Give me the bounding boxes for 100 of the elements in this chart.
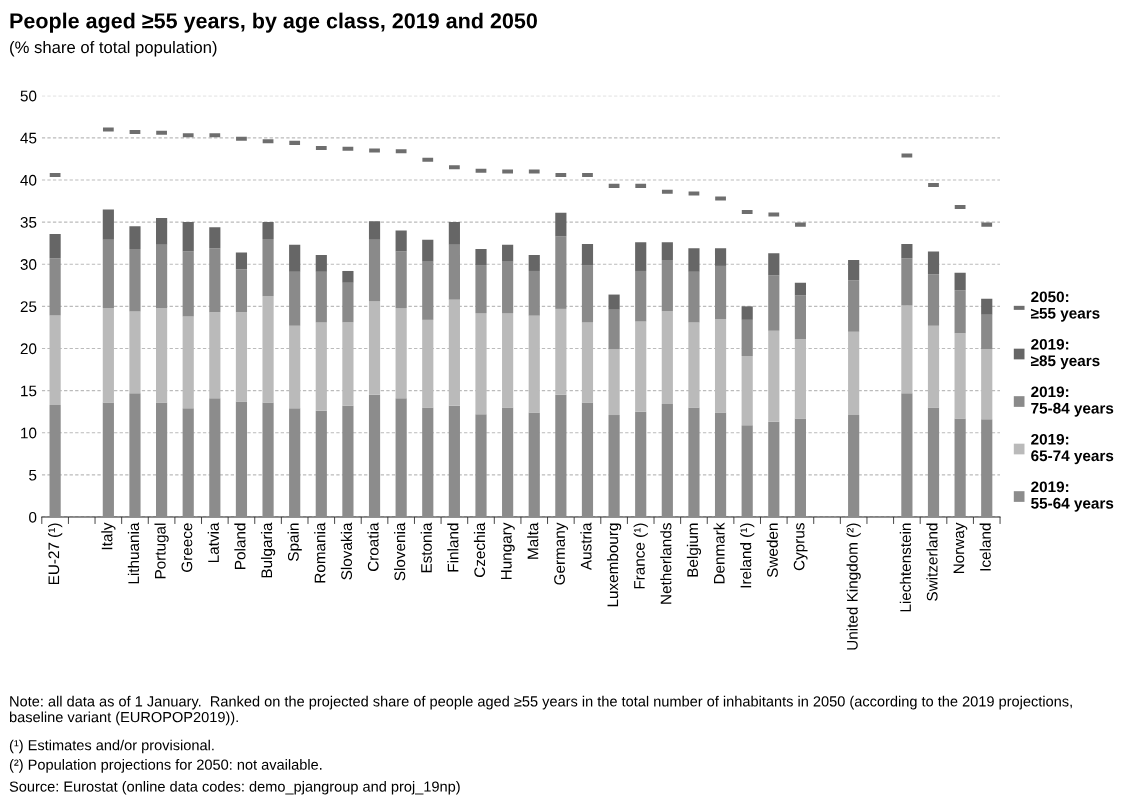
x-tick-label: Luxembourg — [606, 523, 622, 607]
x-tick-label: Estonia — [420, 522, 432, 573]
bar — [768, 253, 780, 276]
y-tick-label: 5 — [29, 469, 37, 481]
x-tick-label: United Kingdom (²) — [846, 523, 861, 650]
bar — [395, 230, 407, 252]
bar — [315, 410, 327, 518]
bar — [475, 414, 487, 518]
bar — [528, 412, 540, 518]
bar — [209, 398, 221, 518]
bar — [954, 418, 966, 518]
bar — [608, 415, 620, 518]
bar — [235, 401, 248, 518]
x-tick-label: Germany — [554, 522, 568, 585]
bar — [475, 265, 487, 314]
bar — [342, 282, 354, 323]
bar — [794, 295, 807, 340]
bar — [848, 415, 860, 518]
legend-label: 2019: 65-74 years — [1031, 433, 1114, 465]
bar — [768, 275, 780, 331]
chart-subtitle: (% share of total population) — [10, 40, 217, 57]
bar — [581, 402, 594, 518]
bar — [954, 290, 966, 334]
bar — [182, 251, 194, 317]
x-tick-label: Cyprus — [793, 523, 808, 571]
bar — [794, 282, 807, 296]
bar — [289, 244, 301, 272]
bar — [635, 242, 647, 271]
bar — [714, 412, 727, 518]
y-tick-label: 50 — [20, 90, 37, 102]
y-tick-label: 45 — [20, 132, 37, 144]
bar — [981, 314, 993, 350]
bar — [129, 226, 141, 250]
x-tick-label: Slovakia — [340, 522, 353, 580]
bar — [395, 398, 407, 518]
bar — [661, 260, 673, 312]
x-tick-label: Portugal — [154, 523, 169, 579]
bar — [927, 407, 940, 518]
bar — [315, 254, 327, 272]
y-tick-label: 15 — [21, 385, 37, 397]
y-tick-label: 20 — [20, 343, 37, 355]
bar — [555, 212, 567, 237]
bar — [981, 419, 993, 518]
legend-label: 2019: 75-84 years — [1031, 386, 1114, 417]
bar — [608, 294, 620, 310]
bar — [502, 407, 514, 518]
bar — [315, 271, 327, 323]
bar — [848, 280, 860, 332]
legend-label: 2050: ≥55 years — [1030, 291, 1100, 322]
chart-title: People aged ≥55 years, by age class, 2019 and 2050 — [10, 12, 537, 33]
bar — [422, 239, 434, 262]
bar — [927, 274, 940, 326]
bar — [502, 261, 514, 314]
bar — [688, 271, 700, 323]
bar — [129, 393, 141, 518]
bar — [49, 233, 61, 259]
bar — [49, 404, 61, 518]
bar — [661, 242, 673, 261]
bar — [289, 271, 301, 326]
x-tick-label: Switzerland — [926, 523, 938, 601]
bar — [848, 260, 860, 281]
x-tick-label: Sweden — [766, 523, 778, 578]
bar — [235, 269, 248, 313]
x-tick-label: Czechia — [473, 522, 486, 577]
bar — [475, 249, 487, 266]
bar — [555, 236, 567, 309]
bar — [368, 394, 381, 518]
bar — [395, 251, 407, 309]
bar — [581, 244, 594, 266]
bar — [901, 244, 913, 259]
x-tick-label: Ireland (¹) — [740, 523, 755, 588]
bar — [741, 425, 753, 518]
bar — [768, 421, 780, 518]
x-tick-label: Croatia — [367, 522, 379, 572]
x-tick-label: Belgium — [686, 523, 702, 577]
bar — [502, 244, 514, 262]
bar — [129, 249, 141, 312]
x-tick-label: Hungary — [501, 522, 515, 580]
bar — [422, 261, 434, 320]
x-tick-label: Austria — [580, 522, 592, 571]
bar — [608, 309, 620, 350]
bar — [448, 222, 460, 245]
bar — [422, 407, 434, 518]
bar — [981, 298, 993, 315]
bar — [102, 209, 114, 240]
bar — [262, 402, 274, 518]
bar — [235, 252, 248, 270]
bar — [448, 244, 460, 300]
bar — [901, 393, 913, 518]
x-tick-label: Greece — [181, 523, 193, 572]
bar — [954, 272, 966, 291]
x-tick-label: Finland — [447, 523, 459, 572]
x-tick-label: Poland — [234, 523, 246, 569]
bar — [688, 407, 700, 518]
bar — [182, 408, 194, 518]
bar — [448, 405, 460, 518]
bar — [794, 418, 807, 518]
source-note: Source: Eurostat (online data codes: demo_pjangroup and proj_19np) — [9, 780, 460, 795]
bar — [156, 244, 168, 309]
bar — [901, 258, 913, 306]
